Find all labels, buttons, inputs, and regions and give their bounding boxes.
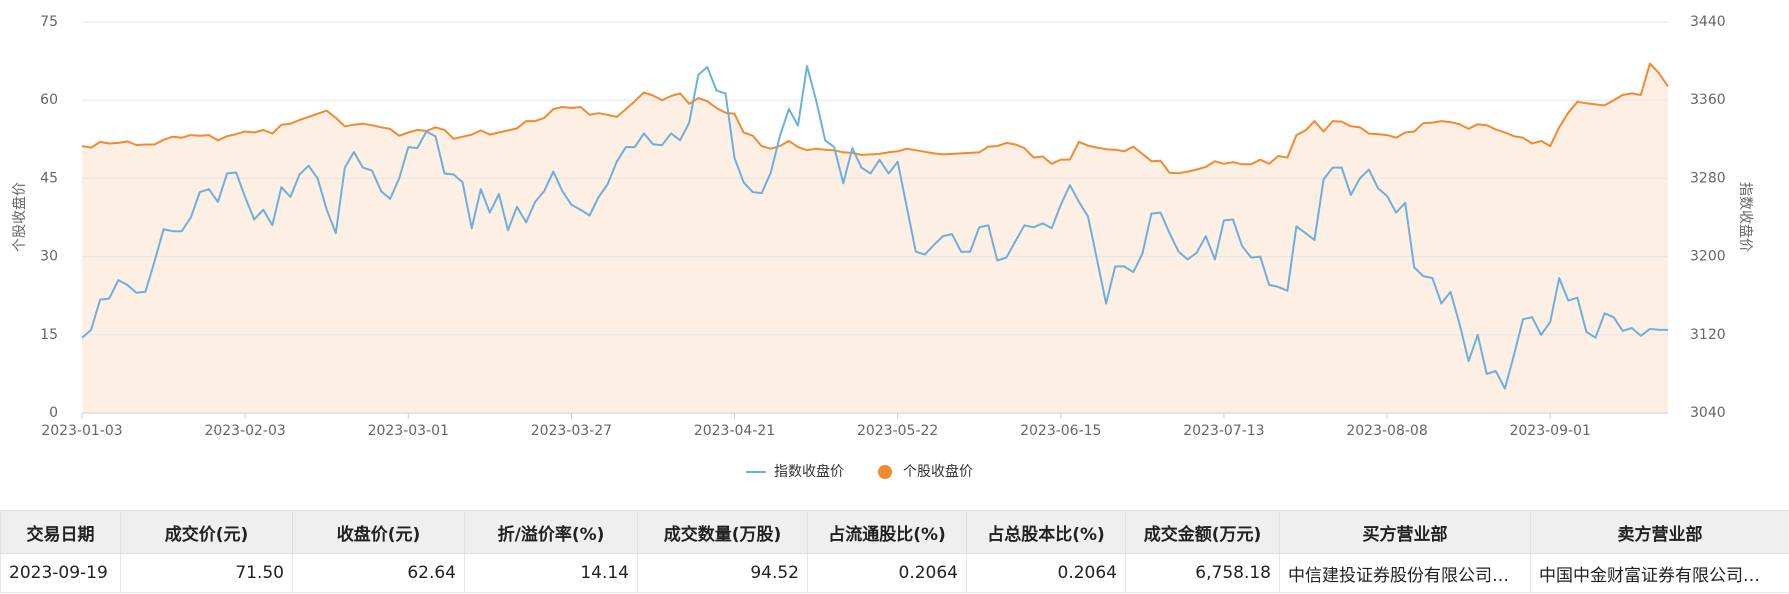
table-cell: 14.14 xyxy=(464,553,638,593)
column-header: 买方营业部 xyxy=(1279,510,1531,554)
x-tick-label: 2023-09-01 xyxy=(1509,423,1590,439)
area-layer xyxy=(82,63,1668,413)
y2-tick-label: 3120 xyxy=(1690,327,1726,343)
x-tick-label: 2023-06-15 xyxy=(1020,423,1101,439)
y2-tick-label: 3040 xyxy=(1690,405,1726,421)
column-header: 成交金额(万元) xyxy=(1125,510,1280,554)
y-tick-label: 15 xyxy=(40,327,58,343)
legend-label: 指数收盘价 xyxy=(774,463,844,480)
table-cell: 71.50 xyxy=(120,553,293,593)
y-tick-label: 45 xyxy=(40,170,58,186)
column-header: 成交数量(万股) xyxy=(637,510,808,554)
y2-tick-label: 3200 xyxy=(1690,249,1726,265)
trade-table: 交易日期 成交价(元) 收盘价(元) 折/溢价率(%) 成交数量(万股) 占流通股比(%)… xyxy=(0,510,1789,593)
x-tick-label: 2023-03-27 xyxy=(531,423,612,439)
table-cell: 62.64 xyxy=(292,553,465,593)
y-tick-label: 0 xyxy=(49,405,58,421)
x-tick-label: 2023-05-22 xyxy=(857,423,938,439)
legend-marker xyxy=(878,465,892,479)
table-cell: 6,758.18 xyxy=(1125,553,1280,593)
table-cell: 94.52 xyxy=(637,553,808,593)
y2-tick-label: 3440 xyxy=(1690,14,1726,30)
table-cell: 2023-09-19 xyxy=(0,553,121,593)
chart: 个股收盘价 指数收盘价 0 15 30 45 60 75 3040 3120 3200 3280 3… xyxy=(11,14,1754,480)
column-header: 卖方营业部 xyxy=(1530,510,1789,554)
column-header: 交易日期 xyxy=(0,510,121,554)
column-header: 占总股本比(%) xyxy=(966,510,1126,554)
area xyxy=(82,63,1668,413)
column-header: 占流通股比(%) xyxy=(807,510,967,554)
y-tick-label: 60 xyxy=(40,92,58,108)
table-cell: 0.2064 xyxy=(807,553,967,593)
x-tick-label: 2023-01-03 xyxy=(41,423,122,439)
y2-tick-label: 3280 xyxy=(1690,170,1726,186)
table-header: 交易日期 成交价(元) 收盘价(元) 折/溢价率(%) 成交数量(万股) 占流通股比(%)… xyxy=(0,510,1789,554)
line xyxy=(81,65,1668,390)
column-header: 折/溢价率(%) xyxy=(464,510,638,554)
table-cell: 中信建投证券股份有限公司… xyxy=(1279,553,1531,593)
table-cell: 中国中金财富证券有限公司… xyxy=(1530,553,1789,593)
y-axis-title: 个股收盘价 xyxy=(11,182,28,252)
y-tick-label: 75 xyxy=(40,14,58,30)
table-row: 2023-09-19 71.50 62.64 14.14 94.52 0.2064 0.20… xyxy=(0,553,1789,593)
x-tick-label: 2023-08-08 xyxy=(1346,423,1427,439)
y-tick-label: 30 xyxy=(40,249,58,265)
column-header: 成交价(元) xyxy=(120,510,293,554)
x-tick-label: 2023-02-03 xyxy=(204,423,285,439)
line xyxy=(81,62,1669,175)
x-tick-label: 2023-04-21 xyxy=(694,423,775,439)
y2-axis-title: 指数收盘价 xyxy=(1737,182,1754,252)
column-header: 收盘价(元) xyxy=(292,510,465,554)
x-tick-label: 2023-07-13 xyxy=(1183,423,1264,439)
y2-tick-label: 3360 xyxy=(1690,92,1726,108)
table-cell: 0.2064 xyxy=(966,553,1126,593)
legend-label: 个股收盘价 xyxy=(903,463,973,480)
x-tick-label: 2023-03-01 xyxy=(368,423,449,439)
